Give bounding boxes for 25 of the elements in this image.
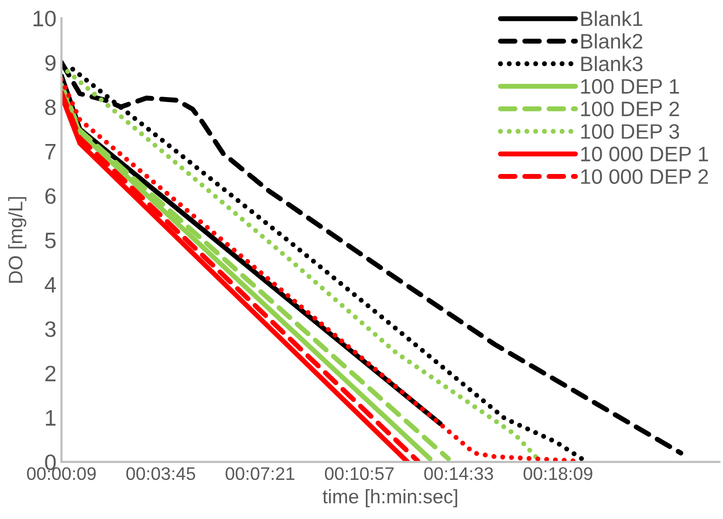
x-axis-title: time [h:min:sec] bbox=[322, 489, 458, 508]
legend-label: 100 DEP 1 bbox=[581, 79, 679, 94]
x-tick-label: 00:07:21 bbox=[226, 467, 294, 480]
y-tick-label: 4 bbox=[44, 277, 56, 292]
y-tick-label: 6 bbox=[45, 188, 56, 204]
legend-label: Blank2 bbox=[581, 33, 642, 49]
y-tick-label: 9 bbox=[45, 55, 56, 71]
y-tick-label: 5 bbox=[45, 232, 56, 248]
legend-label: Blank3 bbox=[581, 56, 642, 72]
y-tick-label: 3 bbox=[45, 321, 56, 338]
legend-label: 10 000 DEP 1 bbox=[581, 146, 708, 162]
y-tick-label: 10 bbox=[34, 10, 56, 26]
legend-label: 100 DEP 2 bbox=[581, 102, 679, 116]
y-axis-title: DO [mg/L] bbox=[8, 197, 26, 283]
x-tick-label: 00:03:45 bbox=[126, 467, 196, 480]
y-tick-label: 2 bbox=[45, 366, 56, 382]
y-tick-label: 1 bbox=[46, 410, 56, 426]
legend-label: 100 DEP 3 bbox=[581, 124, 680, 139]
x-tick-label: 00:14:33 bbox=[424, 467, 494, 480]
y-tick-label: 7 bbox=[45, 144, 56, 160]
y-tick-label: 8 bbox=[45, 99, 56, 116]
x-tick-label: 00:18:09 bbox=[524, 467, 592, 480]
legend-label: Blank1 bbox=[581, 10, 642, 26]
x-tick-label: 00:10:57 bbox=[324, 467, 394, 480]
legend-label: 10 000 DEP 2 bbox=[581, 169, 708, 184]
